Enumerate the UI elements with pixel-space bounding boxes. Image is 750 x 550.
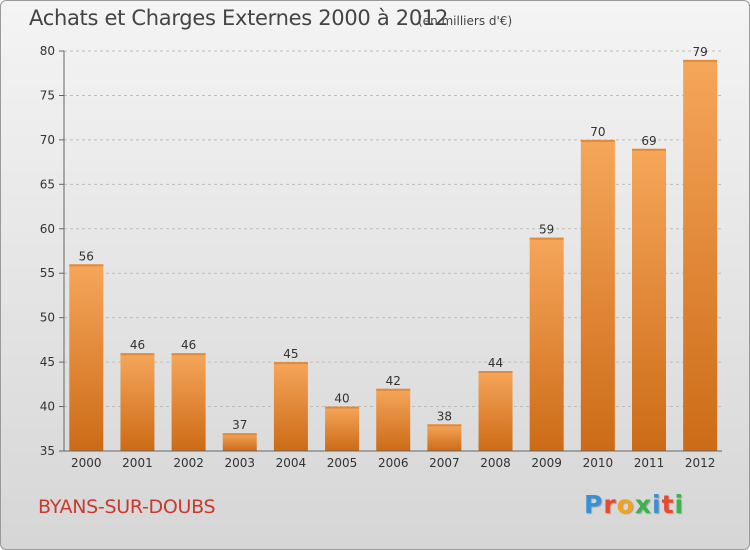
x-tick-label: 2006	[378, 456, 409, 470]
grid-lines	[64, 50, 722, 408]
data-label: 46	[181, 338, 196, 352]
x-tick-label: 2011	[634, 456, 665, 470]
bar	[529, 237, 564, 451]
x-tick-label: 2012	[685, 456, 716, 470]
bar	[325, 406, 360, 451]
chart-title: Achats et Charges Externes 2000 à 2012	[29, 6, 449, 30]
data-label: 79	[693, 45, 708, 59]
y-tick-label: 80	[40, 44, 55, 58]
bar	[376, 388, 411, 451]
data-label: 70	[590, 125, 605, 139]
logo-letter: P	[584, 490, 604, 519]
data-label: 37	[232, 418, 247, 432]
bar-top-edge	[171, 353, 206, 356]
x-tick-label: 2001	[122, 456, 153, 470]
bar	[427, 424, 462, 451]
data-label: 38	[437, 409, 452, 423]
data-label: 69	[641, 134, 656, 148]
logo-letter: t	[661, 490, 675, 519]
logo-letter: r	[603, 490, 617, 519]
data-label: 56	[79, 249, 94, 263]
data-label: 45	[283, 347, 298, 361]
bar	[631, 148, 666, 451]
bar-top-edge	[631, 148, 666, 151]
bar	[478, 371, 513, 451]
bar-top-edge	[325, 406, 360, 409]
y-tick-label: 35	[40, 444, 55, 458]
bar-top-edge	[120, 353, 155, 356]
logo-letter: o	[616, 490, 635, 519]
data-label: 42	[386, 374, 401, 388]
x-tick-label: 2009	[531, 456, 562, 470]
logo-letter: x	[634, 490, 652, 519]
bar-top-edge	[529, 237, 564, 240]
bar	[69, 264, 104, 451]
x-tick-label: 2000	[71, 456, 102, 470]
x-tick-label: 2007	[429, 456, 460, 470]
bar-top-edge	[478, 371, 513, 373]
y-tick-label: 60	[40, 222, 55, 236]
data-label: 59	[539, 223, 554, 237]
bar-top-edge	[683, 59, 718, 62]
x-tick-label: 2008	[480, 456, 511, 470]
y-tick-label: 70	[40, 133, 55, 147]
bars: 56 46 46 37 45 40 42 38 44 59 70 69 79	[69, 45, 718, 452]
data-label: 44	[488, 356, 503, 370]
y-tick-label: 45	[40, 355, 55, 369]
bar	[273, 362, 308, 451]
x-tick-label: 2004	[276, 456, 307, 470]
x-tick-label: 2002	[173, 456, 204, 470]
y-tick-label: 75	[40, 88, 55, 102]
bar	[120, 353, 155, 451]
bar-top-edge	[69, 264, 104, 267]
data-label: 46	[130, 338, 145, 352]
x-tick-label: 2010	[583, 456, 614, 470]
x-tick-label: 2005	[327, 456, 358, 470]
x-axis: 2000 2001 2002 2003 2004 2005 2006 2007 2008 2009…	[64, 450, 722, 470]
bar	[171, 353, 206, 451]
logo-letter: i	[652, 490, 662, 519]
y-tick-label: 65	[40, 177, 55, 191]
chart-unit: (en milliers d'€)	[418, 14, 513, 28]
bar-top-edge	[376, 388, 411, 391]
y-axis: 35 40 45 50 55 60 65 70 75 80	[40, 44, 65, 458]
bar	[683, 59, 718, 452]
y-tick-label: 50	[40, 311, 55, 325]
bar-top-edge	[427, 424, 462, 427]
bar-top-edge	[222, 433, 257, 436]
x-tick-label: 2003	[224, 456, 255, 470]
y-tick-label: 40	[40, 400, 55, 414]
commune-name: BYANS-SUR-DOUBS	[38, 496, 216, 518]
bar-top-edge	[273, 362, 308, 365]
logo-letter: i	[674, 490, 685, 519]
data-label: 40	[334, 392, 349, 406]
bar	[222, 433, 257, 451]
bar-top-edge	[580, 139, 615, 142]
bar	[580, 139, 615, 451]
y-tick-label: 55	[40, 266, 55, 280]
proxiti-logo: Proxiti	[584, 490, 684, 519]
